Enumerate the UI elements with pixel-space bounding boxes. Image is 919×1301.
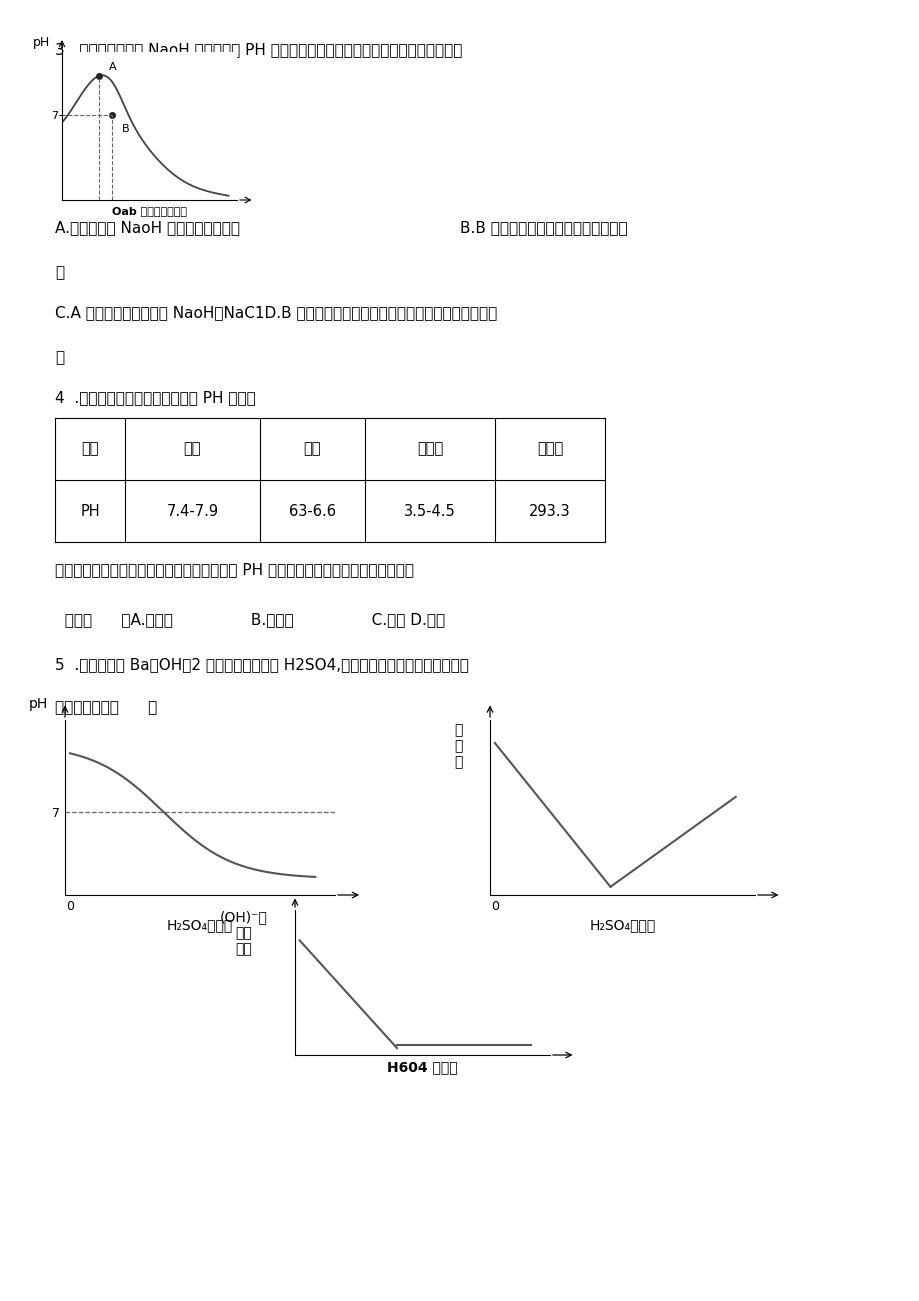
Text: C.A 点时，溶液的溶质为 NaoH、NaC1D.B 点时加入的溶液的质量和另一种溶液的质量一定相: C.A 点时，溶液的溶质为 NaoH、NaC1D.B 点时加入的溶液的质量和另一… [55,304,496,320]
X-axis label: H₂SO₄加入量: H₂SO₄加入量 [589,919,655,933]
Text: 色: 色 [55,265,64,280]
Text: 3  .如图是稀盐酸和 NaoH 溶液反应的 PH 变化曲线图，下列据图分析得出的结论正确的是: 3 .如图是稀盐酸和 NaoH 溶液反应的 PH 变化曲线图，下列据图分析得出的… [55,42,462,57]
Text: PH: PH [80,503,99,519]
Text: 牛奶: 牛奶 [303,441,321,457]
Text: 同: 同 [55,350,64,366]
Text: A: A [108,61,116,72]
Text: 中的（      ）A.苹果汁                B.葡萄汁                C.牛奶 D.豆浆: 中的（ ）A.苹果汁 B.葡萄汁 C.牛奶 D.豆浆 [55,611,445,627]
X-axis label: H604 加入量: H604 加入量 [387,1060,458,1075]
Text: 63-6.6: 63-6.6 [289,503,335,519]
Y-axis label: pH: pH [28,697,48,712]
X-axis label: H₂SO₄加入量: H₂SO₄加入量 [166,919,233,933]
Text: 3.5-4.5: 3.5-4.5 [403,503,456,519]
Y-axis label: (OH)⁻的
质量
分数: (OH)⁻的 质量 分数 [220,909,267,956]
Text: 葡萄汁: 葡萄汁 [416,441,443,457]
Y-axis label: 导
电
性: 导 电 性 [453,723,462,769]
Text: 293.3: 293.3 [528,503,570,519]
Text: 豆浆: 豆浆 [184,441,201,457]
Text: 食物: 食物 [81,441,98,457]
Y-axis label: pH: pH [32,36,50,49]
Text: 示。错误的是（      ）: 示。错误的是（ ） [55,700,157,716]
Text: 人体疲劳时，血液中产生较多的郭酸，使体内 PH 减小，欲缓解疲劳，需补充上述食物: 人体疲劳时，血液中产生较多的郭酸，使体内 PH 减小，欲缓解疲劳，需补充上述食物 [55,562,414,578]
Text: B.B 点时加入无色酚酞溶液，溶液显红: B.B 点时加入无色酚酞溶液，溶液显红 [460,220,627,235]
X-axis label: Oab 加入溶液质量仅: Oab 加入溶液质量仅 [112,206,187,216]
Text: 4  .经测得生活中一些常用食物的 PH 如下：: 4 .经测得生活中一些常用食物的 PH 如下： [55,390,255,405]
Text: 5  .向一定量的 Ba（OH）2 溶液中逐滴加入稀 H2SO4,与反应有关的变化关系用下图表: 5 .向一定量的 Ba（OH）2 溶液中逐滴加入稀 H2SO4,与反应有关的变化… [55,657,469,673]
Text: 7.4-7.9: 7.4-7.9 [166,503,219,519]
Text: B: B [122,124,130,134]
Text: A.该反应是将 NaoH 溶液滴入稀盐酸中: A.该反应是将 NaoH 溶液滴入稀盐酸中 [55,220,240,235]
Text: 苹果汁: 苹果汁 [537,441,562,457]
